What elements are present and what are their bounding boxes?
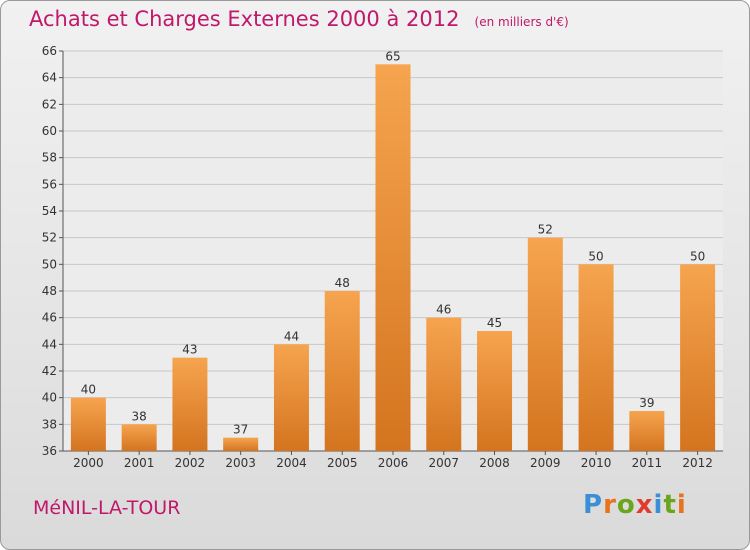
bar (426, 317, 462, 451)
bar-value-label: 39 (639, 396, 654, 410)
commune-name: MéNIL-LA-TOUR (33, 497, 181, 519)
y-tick-label: 46 (42, 311, 57, 325)
y-tick-label: 60 (42, 124, 57, 138)
bar (172, 357, 208, 451)
bar-value-label: 37 (233, 423, 248, 437)
x-tick-label: 2010 (581, 456, 612, 470)
y-tick-label: 58 (42, 151, 57, 165)
y-tick-label: 62 (42, 97, 57, 111)
bar-value-label: 43 (182, 343, 197, 357)
y-tick-label: 42 (42, 364, 57, 378)
y-tick-label: 40 (42, 391, 57, 405)
logo-letter: o (616, 490, 636, 520)
bar (70, 397, 106, 451)
x-tick-label: 2008 (479, 456, 510, 470)
bar (527, 237, 563, 451)
x-tick-label: 2000 (73, 456, 104, 470)
x-tick-label: 2007 (428, 456, 459, 470)
logo-letter: i (676, 490, 687, 520)
bar (578, 264, 614, 451)
bar (273, 344, 309, 451)
y-tick-label: 66 (42, 44, 57, 58)
bar (680, 264, 716, 451)
bar (477, 331, 513, 451)
x-tick-label: 2009 (530, 456, 561, 470)
logo-letter: r (603, 490, 617, 520)
logo-letter: P (583, 490, 604, 520)
x-tick-label: 2003 (225, 456, 256, 470)
bar-value-label: 40 (81, 383, 96, 397)
bar-value-label: 52 (538, 223, 553, 237)
y-tick-label: 54 (42, 204, 57, 218)
x-tick-label: 2011 (632, 456, 663, 470)
proxiti-logo: Proxiti (583, 490, 687, 520)
y-tick-label: 64 (42, 71, 57, 85)
bar-value-label: 50 (588, 249, 603, 263)
y-tick-label: 44 (42, 337, 57, 351)
chart-title: Achats et Charges Externes 2000 à 2012 (… (29, 7, 569, 31)
y-tick-label: 52 (42, 231, 57, 245)
bar-value-label: 45 (487, 316, 502, 330)
chart-title-text: Achats et Charges Externes 2000 à 2012 (29, 7, 460, 31)
y-tick-label: 56 (42, 177, 57, 191)
bar (375, 64, 411, 452)
bar-value-label: 65 (385, 49, 400, 63)
bar (121, 424, 157, 451)
x-tick-label: 2006 (378, 456, 409, 470)
bar-value-label: 44 (284, 329, 299, 343)
y-tick-label: 38 (42, 417, 57, 431)
y-tick-label: 50 (42, 257, 57, 271)
y-tick-label: 48 (42, 284, 57, 298)
x-tick-label: 2002 (175, 456, 206, 470)
logo-letter: i (653, 490, 664, 520)
x-tick-label: 2004 (276, 456, 307, 470)
x-tick-label: 2005 (327, 456, 358, 470)
chart-unit-label: (en milliers d'€) (474, 15, 569, 29)
bar-value-label: 48 (335, 276, 350, 290)
bar (223, 437, 259, 451)
bar-value-label: 46 (436, 303, 451, 317)
bar (324, 291, 360, 451)
y-tick-label: 36 (42, 444, 57, 458)
logo-letter: x (635, 490, 654, 520)
logo-letter: t (663, 490, 677, 520)
bar-value-label: 50 (690, 249, 705, 263)
bar (629, 411, 665, 451)
x-tick-label: 2001 (124, 456, 155, 470)
x-tick-label: 2012 (682, 456, 713, 470)
bar-value-label: 38 (132, 409, 147, 423)
